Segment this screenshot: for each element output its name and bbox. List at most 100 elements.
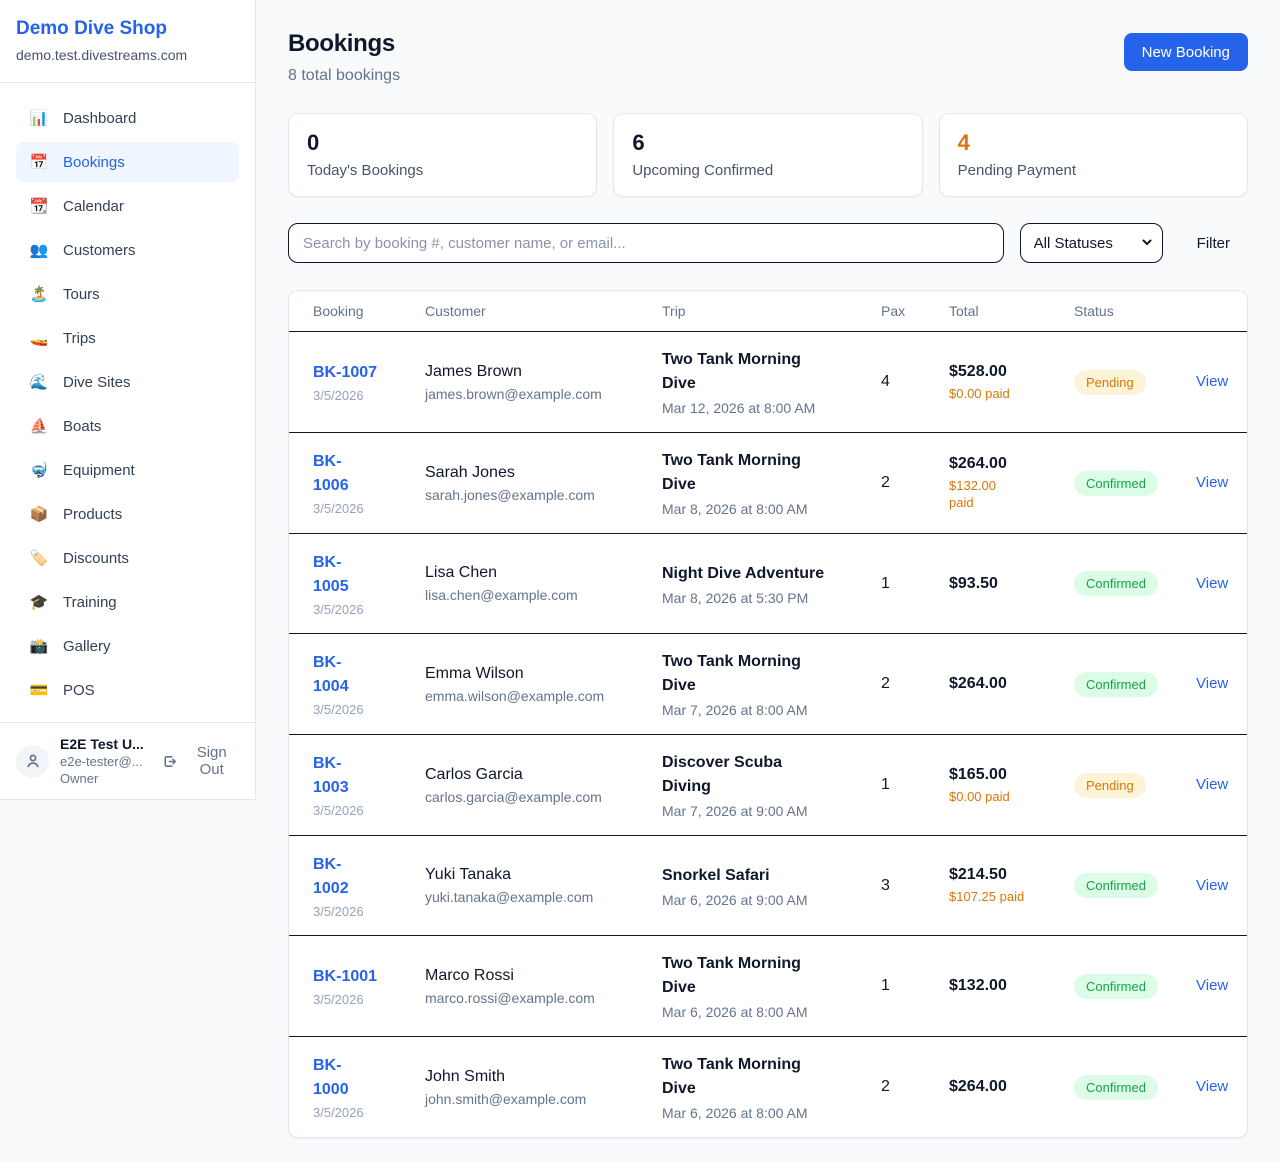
shop-domain: demo.test.divestreams.com (16, 47, 188, 63)
view-link[interactable]: View (1196, 977, 1229, 994)
trip-datetime: Mar 12, 2026 at 8:00 AM (662, 400, 816, 416)
table-header: Booking Customer Trip Pax Total Status (289, 291, 1247, 332)
sidebar-item-bookings[interactable]: 📅 Bookings (16, 142, 239, 182)
col-booking: Booking (313, 303, 364, 319)
sidebar-item-boats[interactable]: ⛵ Boats (16, 406, 239, 446)
booking-date: 3/5/2026 (313, 501, 364, 516)
sidebar-item-label: Dive Sites (63, 373, 131, 391)
filter-button[interactable]: Filter (1179, 227, 1248, 260)
view-link[interactable]: View (1196, 776, 1229, 793)
view-link[interactable]: View (1196, 373, 1229, 390)
view-link[interactable]: View (1196, 876, 1229, 894)
status-filter-select[interactable]: All Statuses (1019, 223, 1163, 263)
stat-label: Pending Payment (957, 162, 1077, 180)
status-filter: All Statuses (1019, 223, 1163, 263)
stat-card-todays-bookings: 0 Today's Bookings (288, 113, 598, 197)
paid-amount: $0.00 paid (949, 788, 1010, 804)
pax-count: 4 (881, 373, 890, 390)
sign-out-button[interactable]: Sign Out (162, 744, 239, 778)
total-amount: $93.50 (949, 574, 998, 592)
trip-name: Two Tank Morning Dive (662, 955, 801, 996)
sidebar-item-label: Bookings (63, 153, 125, 171)
speedboat-icon: 🚤 (29, 330, 49, 347)
sidebar-item-equipment[interactable]: 🤿 Equipment (16, 450, 239, 490)
main-content: Bookings 8 total bookings New Booking 0 … (256, 0, 1280, 1162)
booking-id-link[interactable]: BK- 1006 (313, 453, 349, 494)
sidebar-item-label: Equipment (63, 461, 135, 479)
paid-amount: $132.00 paid (949, 478, 996, 510)
paid-amount: $107.25 paid (949, 889, 1025, 904)
view-link[interactable]: View (1196, 675, 1229, 692)
trip-name: Discover Scuba Diving (662, 754, 783, 795)
island-icon: 🏝️ (29, 286, 49, 303)
booking-date: 3/5/2026 (313, 992, 364, 1007)
sidebar-item-tours[interactable]: 🏝️ Tours (16, 274, 239, 314)
sidebar-item-label: Trips (63, 329, 96, 347)
tag-icon: 🏷️ (29, 550, 49, 567)
customer-email: james.brown@example.com (425, 385, 602, 402)
sidebar-item-training[interactable]: 🎓 Training (16, 582, 239, 622)
sidebar-item-gallery[interactable]: 📸 Gallery (16, 626, 239, 666)
new-booking-button[interactable]: New Booking (1123, 33, 1248, 71)
sidebar-item-discounts[interactable]: 🏷️ Discounts (16, 538, 239, 578)
sidebar: Demo Dive Shop demo.test.divestreams.com… (0, 0, 256, 800)
paid-amount: $0.00 paid (949, 385, 1010, 401)
stat-value: 6 (632, 130, 645, 155)
customer-email: emma.wilson@example.com (425, 687, 605, 704)
sign-out-icon (164, 755, 176, 767)
booking-id-link[interactable]: BK- 1003 (313, 755, 349, 796)
booking-id-link[interactable]: BK- 1005 (313, 553, 349, 595)
credit-card-icon: 💳 (29, 682, 49, 699)
view-link[interactable]: View (1196, 474, 1229, 491)
booking-date: 3/5/2026 (313, 388, 364, 403)
booking-id-link[interactable]: BK- 1004 (313, 654, 349, 695)
sidebar-item-dashboard[interactable]: 📊 Dashboard (16, 98, 239, 138)
table-row: BK- 1005 3/5/2026 Lisa Chen lisa.chen@ex… (289, 533, 1247, 633)
page-title: Bookings (288, 30, 395, 57)
pax-count: 1 (881, 977, 890, 994)
sidebar-item-pos[interactable]: 💳 POS (16, 670, 239, 710)
status-badge: Pending (1074, 772, 1146, 798)
customer-email: sarah.jones@example.com (425, 486, 595, 503)
sidebar-item-calendar[interactable]: 📆 Calendar (16, 186, 239, 226)
dive-mask-icon: 🤿 (29, 462, 49, 479)
customer-email: marco.rossi@example.com (425, 989, 595, 1006)
shop-name: Demo Dive Shop (16, 18, 167, 39)
filter-bar: All Statuses Filter (288, 223, 1248, 263)
trip-name: Two Tank Morning Dive (662, 653, 801, 694)
booking-id-link[interactable]: BK- 1002 (313, 855, 349, 897)
trip-datetime: Mar 6, 2026 at 8:00 AM (662, 1105, 808, 1121)
status-badge: Confirmed (1074, 571, 1158, 596)
sidebar-item-label: Gallery (63, 637, 111, 655)
bookings-table: Booking Customer Trip Pax Total Status B… (288, 290, 1248, 1138)
wave-icon: 🌊 (29, 374, 49, 391)
trip-datetime: Mar 6, 2026 at 9:00 AM (662, 891, 808, 908)
sidebar-item-customers[interactable]: 👥 Customers (16, 230, 239, 270)
pax-count: 2 (881, 1078, 890, 1095)
search-input[interactable] (288, 223, 1004, 263)
sidebar-item-label: Training (63, 593, 117, 611)
customer-name: Emma Wilson (425, 664, 524, 682)
booking-id-link[interactable]: BK-1001 (313, 968, 378, 985)
table-row: BK- 1002 3/5/2026 Yuki Tanaka yuki.tanak… (289, 835, 1247, 935)
col-total: Total (949, 303, 979, 319)
people-icon: 👥 (29, 242, 49, 259)
page-header: Bookings 8 total bookings New Booking (288, 30, 1248, 85)
booking-id-link[interactable]: BK-1007 (313, 364, 378, 381)
total-amount: $264.00 (949, 675, 1007, 692)
view-link[interactable]: View (1196, 574, 1229, 592)
customer-name: Yuki Tanaka (425, 866, 511, 883)
booking-date: 3/5/2026 (313, 702, 364, 717)
trip-datetime: Mar 7, 2026 at 9:00 AM (662, 803, 808, 819)
sidebar-item-products[interactable]: 📦 Products (16, 494, 239, 534)
sidebar-item-dive-sites[interactable]: 🌊 Dive Sites (16, 362, 239, 402)
table-row: BK- 1000 3/5/2026 John Smith john.smith@… (289, 1036, 1247, 1137)
customer-email: yuki.tanaka@example.com (425, 889, 594, 905)
sign-out-label: Sign Out (196, 744, 227, 778)
view-link[interactable]: View (1196, 1078, 1229, 1095)
booking-id-link[interactable]: BK- 1000 (313, 1057, 349, 1098)
sidebar-item-trips[interactable]: 🚤 Trips (16, 318, 239, 358)
sidebar-item-label: Discounts (63, 549, 129, 567)
booking-date: 3/5/2026 (313, 803, 364, 818)
status-badge: Confirmed (1074, 470, 1158, 496)
